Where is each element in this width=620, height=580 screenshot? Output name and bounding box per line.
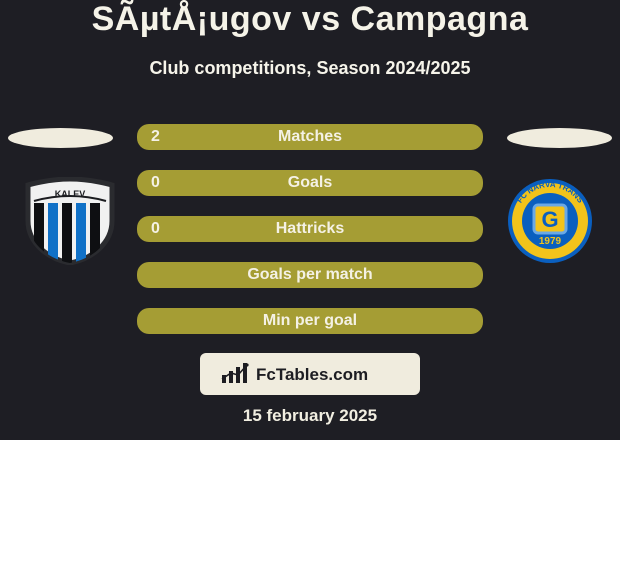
stat-row: 2 Matches: [137, 124, 483, 150]
source-badge-text: FcTables.com: [256, 365, 368, 384]
stat-row: 0 Goals: [137, 170, 483, 196]
team-crest-right: FC NARVA TRANS G 1979: [500, 177, 600, 265]
stat-label: Goals: [197, 170, 423, 196]
crest-right-year: 1979: [539, 236, 562, 247]
player-name-pill-right: [507, 128, 612, 148]
player-name-pill-left: [8, 128, 113, 148]
page-title: SÃµtÅ¡ugov vs Campagna: [0, 0, 620, 39]
stat-row: 0 Hattricks: [137, 216, 483, 242]
stat-label: Hattricks: [197, 216, 423, 242]
stat-row: Goals per match: [137, 262, 483, 288]
generated-date: 15 february 2025: [0, 406, 620, 426]
season-subtitle: Club competitions, Season 2024/2025: [0, 58, 620, 79]
stat-row: Min per goal: [137, 308, 483, 334]
crest-left-text: KALEV: [55, 189, 86, 199]
source-badge: FcTables.com: [200, 353, 420, 395]
svg-text:G: G: [541, 207, 558, 232]
stat-label: Min per goal: [197, 308, 423, 334]
team-crest-left: KALEV: [20, 177, 120, 265]
stat-value-left: 0: [151, 216, 160, 242]
stat-value-left: 2: [151, 124, 160, 150]
comparison-card: SÃµtÅ¡ugov vs Campagna Club competitions…: [0, 0, 620, 580]
bar-chart-icon: [222, 363, 249, 383]
stat-label: Matches: [197, 124, 423, 150]
stat-value-left: 0: [151, 170, 160, 196]
stat-label: Goals per match: [197, 262, 423, 288]
